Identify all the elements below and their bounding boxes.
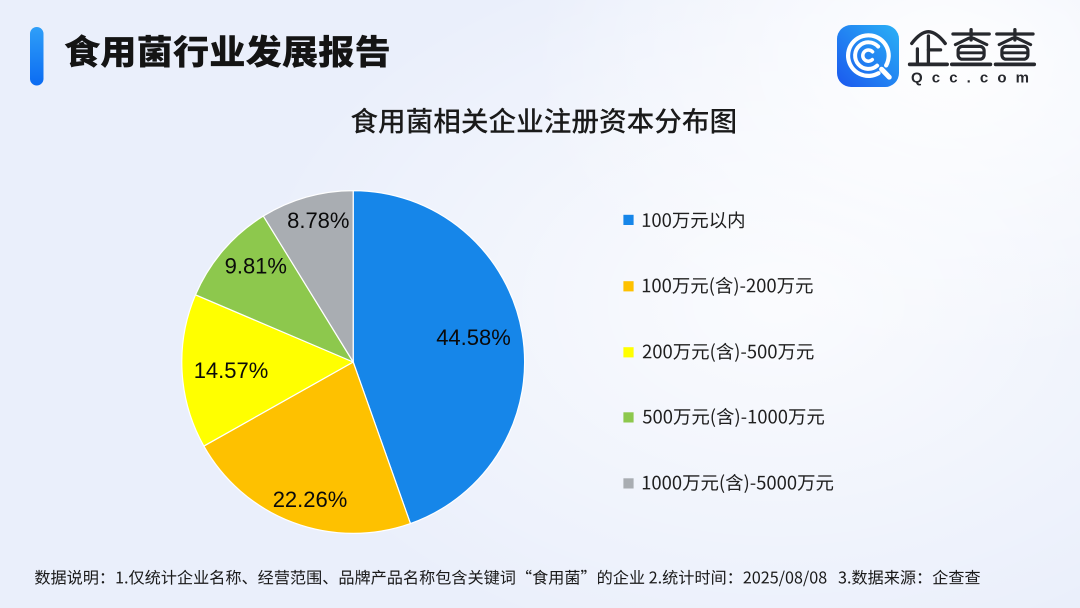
- svg-text:9.81%: 9.81%: [225, 253, 287, 278]
- svg-text:44.58%: 44.58%: [436, 325, 511, 350]
- svg-text:Qcc.com: Qcc.com: [911, 70, 1038, 87]
- svg-text:14.57%: 14.57%: [194, 358, 269, 383]
- svg-text:22.26%: 22.26%: [273, 487, 348, 512]
- svg-text:8.78%: 8.78%: [287, 208, 349, 233]
